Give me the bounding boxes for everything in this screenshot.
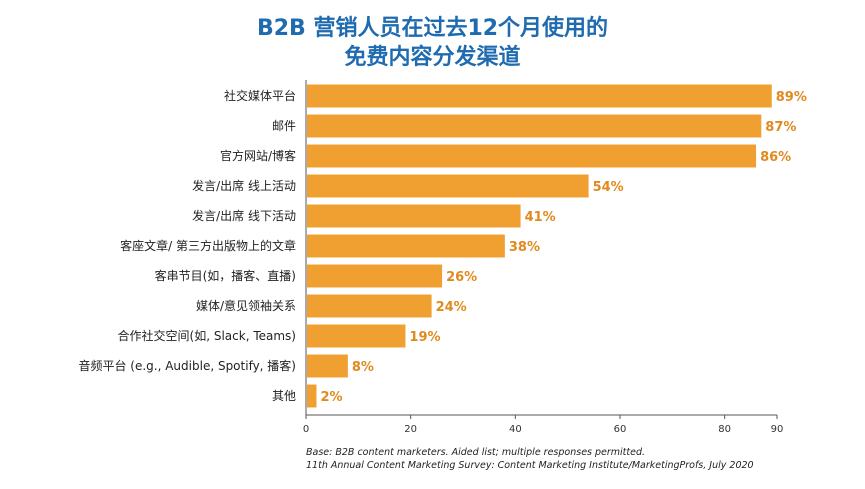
value-label: 41% [525, 210, 556, 225]
category-label: 合作社交空间(如, Slack, Teams) [118, 328, 296, 343]
chart-title-line1: B2B 营销人员在过去12个月使用的 [256, 16, 609, 41]
category-label: 客串节目(如，播客、直播) [155, 268, 296, 283]
x-tick-label: 0 [303, 424, 309, 435]
value-label: 24% [436, 300, 467, 315]
bar [307, 324, 406, 348]
bar [307, 144, 757, 168]
x-tick-label: 90 [771, 424, 784, 435]
value-label: 2% [320, 390, 342, 405]
value-label: 19% [409, 330, 440, 345]
bar [307, 294, 432, 318]
category-label: 社交媒体平台 [224, 88, 296, 103]
category-label: 发言/出席 线下活动 [192, 208, 296, 223]
value-label: 86% [760, 150, 791, 165]
value-label: 8% [352, 360, 374, 375]
bar [307, 174, 589, 198]
value-label: 89% [776, 90, 807, 105]
bar [307, 84, 772, 108]
category-label: 发言/出席 线上活动 [192, 178, 296, 193]
value-label: 26% [446, 270, 477, 285]
category-label: 客座文章/ 第三方出版物上的文章 [120, 238, 296, 253]
category-label: 官方网站/博客 [220, 148, 296, 163]
footnotes: Base: B2B content marketers. Aided list;… [306, 446, 754, 472]
category-label: 音频平台 (e.g., Audible, Spotify, 播客) [78, 358, 296, 373]
value-label: 54% [593, 180, 624, 195]
x-tick-label: 40 [509, 424, 522, 435]
footnote-base: Base: B2B content marketers. Aided list;… [306, 447, 646, 458]
x-tick-label: 20 [404, 424, 417, 435]
bar [307, 354, 348, 378]
x-tick-label: 80 [718, 424, 731, 435]
bar [307, 264, 443, 288]
category-label: 媒体/意见领袖关系 [196, 298, 296, 313]
bar [307, 234, 505, 258]
bar [307, 204, 521, 228]
value-label: 87% [765, 120, 796, 135]
bar [307, 384, 317, 408]
category-label: 其他 [272, 389, 296, 403]
chart-title: B2B 营销人员在过去12个月使用的 免费内容分发渠道 [0, 14, 865, 72]
value-label: 38% [509, 240, 540, 255]
bar [307, 114, 762, 138]
x-tick-label: 60 [614, 424, 627, 435]
footnote-source: 11th Annual Content Marketing Survey: Co… [306, 460, 754, 471]
category-label: 邮件 [272, 119, 296, 133]
chart-title-line2: 免费内容分发渠道 [344, 45, 521, 70]
